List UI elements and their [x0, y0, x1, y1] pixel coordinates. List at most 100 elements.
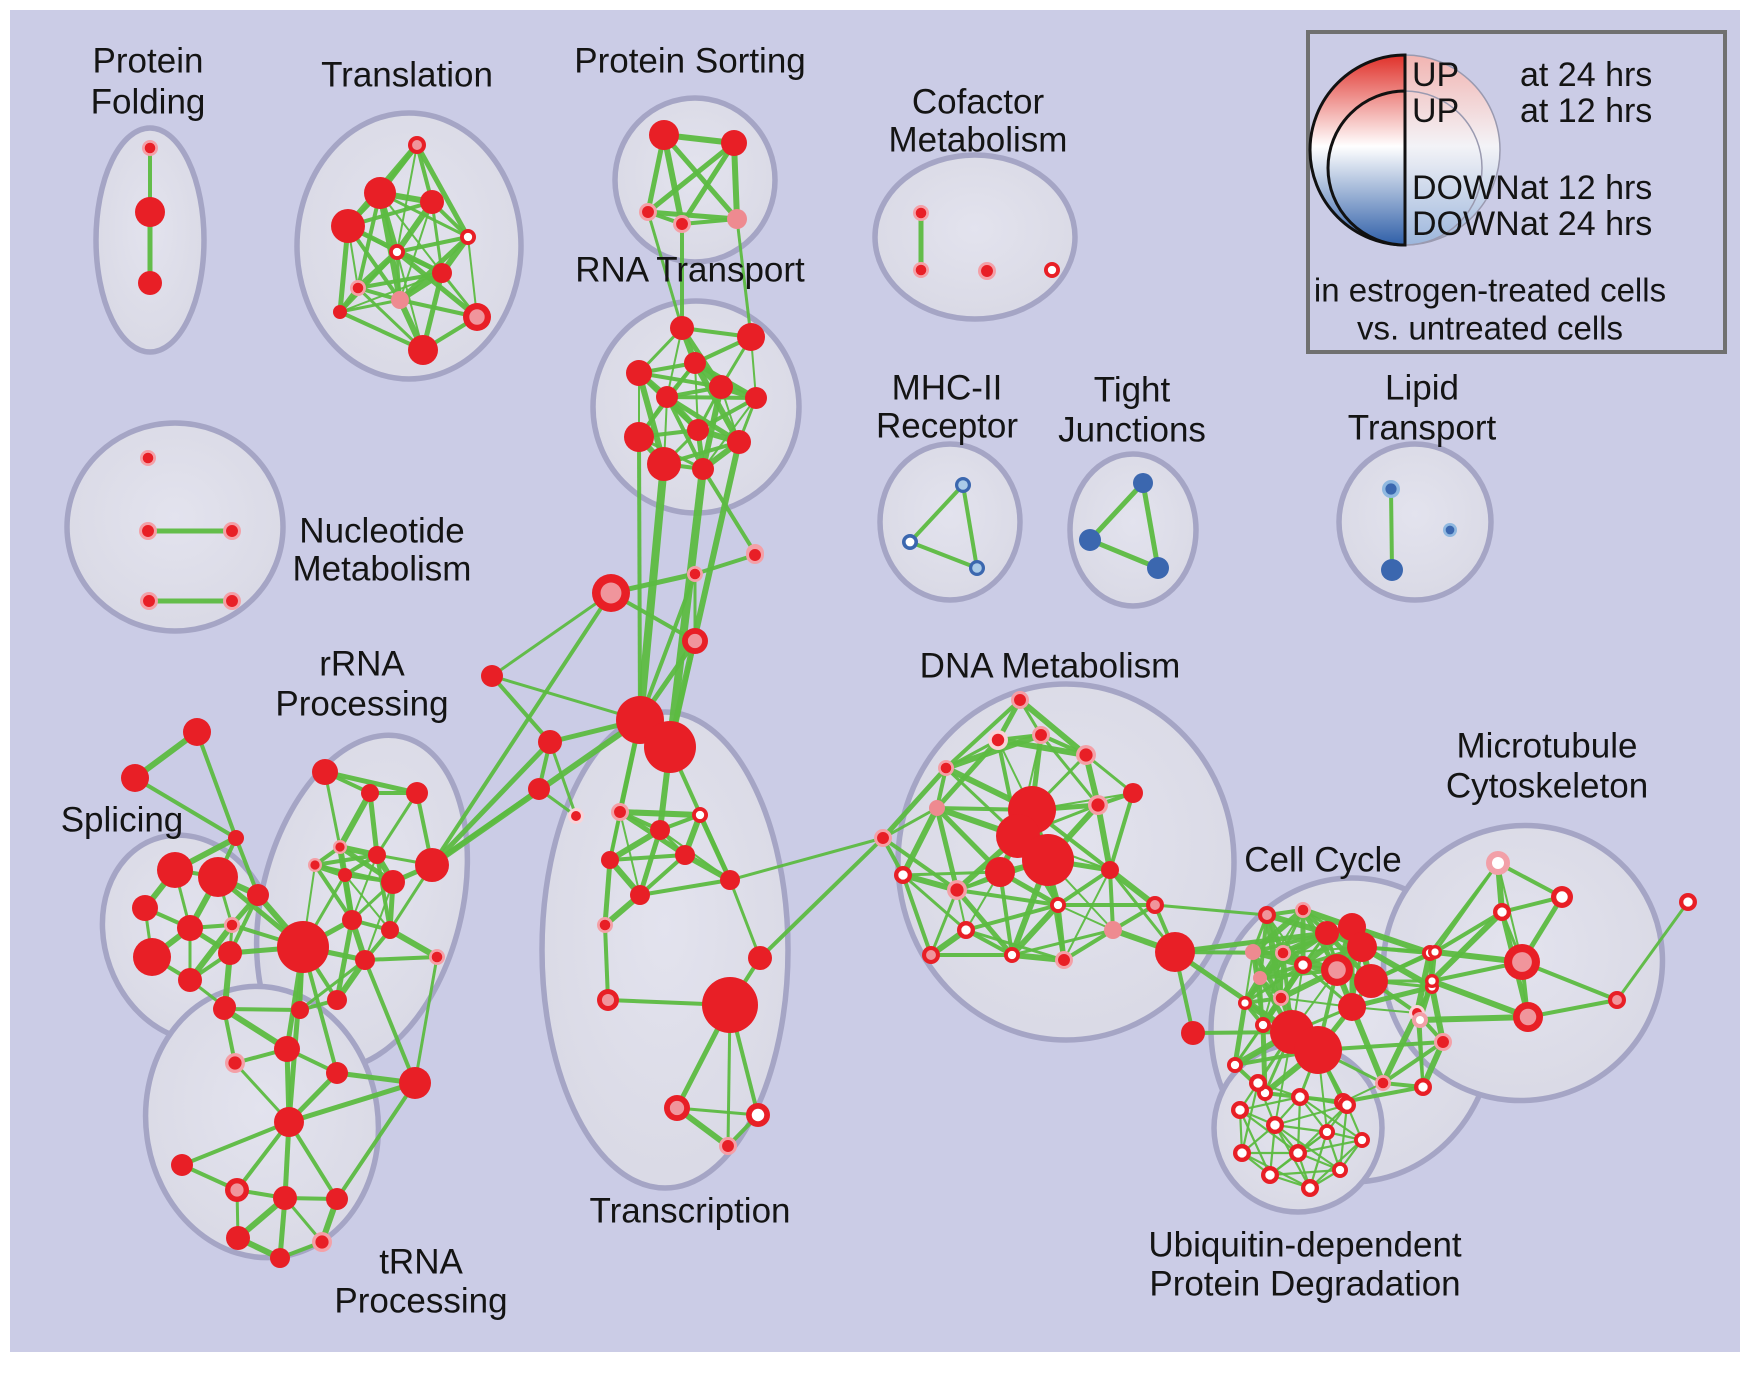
network-edge	[1296, 1096, 1302, 1154]
network-edge	[363, 959, 417, 1084]
network-node	[1293, 1148, 1303, 1158]
network-edge	[1095, 804, 1113, 871]
network-node	[463, 232, 473, 242]
network-node	[1123, 783, 1143, 803]
network-edge	[1497, 861, 1563, 899]
network-node	[1253, 1078, 1263, 1088]
network-edge	[639, 878, 731, 897]
cluster-label-translation: Translation	[321, 55, 493, 94]
network-node	[361, 784, 379, 802]
cluster-ellipse-protein-sorting	[612, 95, 778, 265]
network-node	[230, 1183, 244, 1197]
network-node	[1315, 921, 1339, 945]
network-node	[905, 537, 915, 547]
network-edge	[430, 591, 613, 867]
network-node	[277, 921, 329, 973]
network-edge	[1085, 753, 1134, 795]
network-node	[132, 895, 158, 921]
network-edge	[662, 133, 739, 221]
network-node	[226, 1226, 250, 1250]
network-node	[1295, 1092, 1305, 1102]
network-edge	[1418, 1019, 1425, 1088]
cluster-label-rrna-processing: Processing	[275, 684, 448, 723]
network-node	[1245, 944, 1261, 960]
network-node	[571, 811, 581, 821]
network-edge	[1154, 903, 1268, 917]
network-node	[1104, 921, 1122, 939]
cluster-label-splicing: Splicing	[61, 800, 184, 839]
network-node	[1416, 1016, 1424, 1024]
network-node	[1101, 861, 1119, 879]
network-edge	[314, 853, 378, 867]
legend-half-12hr	[1326, 89, 1407, 247]
network-node	[157, 852, 193, 888]
network-edge	[636, 463, 668, 721]
network-edge	[965, 928, 1065, 962]
cluster-label-mhc-ii-receptor: Receptor	[876, 406, 1018, 445]
network-node	[720, 870, 740, 890]
network-node	[972, 563, 982, 573]
network-node	[391, 291, 409, 309]
network-edge	[491, 591, 612, 678]
network-node	[709, 375, 733, 399]
network-node	[1418, 1082, 1428, 1092]
network-node	[138, 271, 162, 295]
cluster-label-protein-sorting: Protein Sorting	[574, 41, 806, 80]
cluster-label-mhc-ii-receptor: MHC-II	[892, 368, 1003, 407]
network-node	[183, 718, 211, 746]
network-node	[1357, 1135, 1367, 1145]
network-node	[1022, 834, 1074, 886]
network-edge	[1429, 909, 1505, 984]
network-node	[669, 1100, 685, 1116]
network-node	[326, 1062, 348, 1084]
network-node	[381, 870, 405, 894]
network-edge	[1269, 1168, 1341, 1177]
network-node	[600, 582, 622, 604]
legend-direction-3: DOWN	[1412, 205, 1520, 243]
legend-time-3: at 24 hrs	[1520, 205, 1652, 243]
network-node	[1385, 483, 1397, 495]
network-edge	[1011, 928, 1114, 957]
network-node	[940, 762, 952, 774]
network-edge	[430, 740, 552, 867]
network-node	[270, 1248, 290, 1268]
network-edge	[694, 553, 756, 576]
network-edge	[324, 769, 418, 796]
network-edge	[602, 859, 613, 926]
network-node	[1007, 950, 1017, 960]
network-edge	[1108, 792, 1135, 871]
network-edge	[413, 956, 439, 1084]
network-node	[745, 387, 767, 409]
network-node	[274, 1107, 304, 1137]
network-edge	[637, 829, 663, 896]
network-node	[644, 721, 696, 773]
network-edge	[902, 870, 1001, 877]
network-node	[1147, 557, 1169, 579]
network-edge	[335, 1081, 417, 1201]
cluster-label-tight-junctions: Tight	[1094, 370, 1171, 409]
cluster-ellipse-cofactor-metabolism	[872, 152, 1078, 322]
cluster-label-rna-transport: RNA Transport	[575, 250, 805, 289]
network-edge	[735, 218, 753, 338]
network-node	[676, 218, 688, 230]
network-node	[1342, 1100, 1352, 1110]
cluster-label-cofactor-metabolism: Metabolism	[889, 120, 1068, 159]
legend-direction-0: UP	[1412, 56, 1459, 94]
network-edge	[334, 919, 355, 1001]
network-edge	[223, 1007, 301, 1012]
network-edge	[1089, 537, 1159, 571]
network-edge	[490, 674, 552, 744]
network-node	[228, 830, 244, 846]
network-node	[144, 142, 156, 154]
network-edge	[661, 134, 685, 225]
cluster-label-rrna-processing: rRNA	[319, 644, 405, 683]
cluster-label-ubiquitin-degradation: Protein Degradation	[1149, 1264, 1460, 1303]
network-node	[198, 857, 238, 897]
network-node	[898, 870, 908, 880]
network-node	[958, 480, 968, 490]
network-edge	[288, 1080, 416, 1125]
cluster-label-microtubule-cytoskeleton: Microtubule	[1457, 726, 1638, 765]
legend-direction-2: DOWN	[1412, 169, 1520, 207]
network-edge	[1428, 862, 1500, 954]
